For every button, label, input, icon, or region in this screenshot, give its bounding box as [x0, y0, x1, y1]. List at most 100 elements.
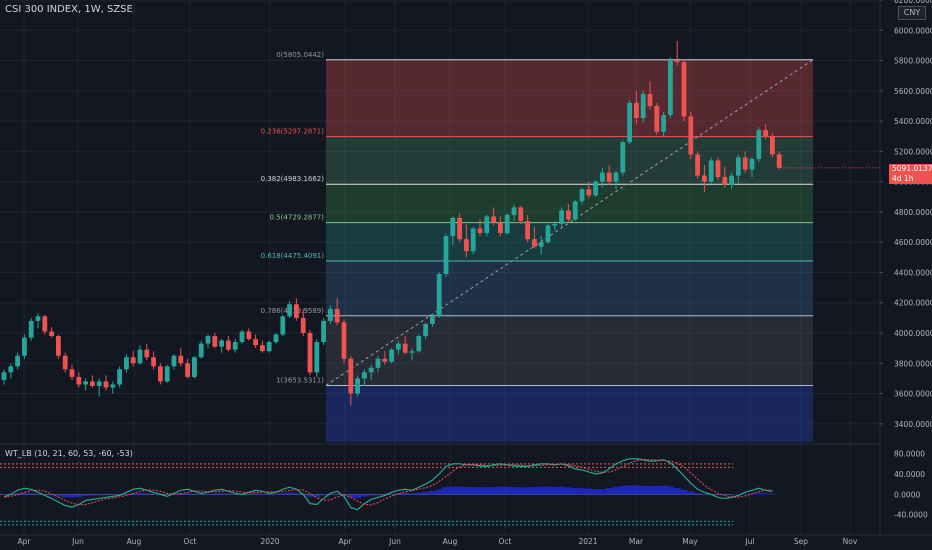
candle-body [368, 367, 374, 373]
candle-body [253, 339, 258, 346]
time-tick-label: Jun [71, 537, 84, 546]
indicator-histogram-bar [136, 492, 144, 495]
candle-body [49, 331, 54, 337]
time-tick-label: Jul [744, 537, 754, 546]
candle-body [457, 217, 462, 240]
candle-body [572, 201, 578, 220]
candle-body [266, 342, 272, 352]
indicator-histogram-bar [769, 493, 776, 495]
candle-body [532, 239, 537, 247]
indicator-histogram-bar [755, 492, 763, 495]
time-axis[interactable]: Apr Jun Aug Oct 2020 Apr Jun Aug Oct 2021 Mar May Ju… [18, 537, 858, 546]
candle-body [341, 322, 347, 359]
candle-body [668, 60, 673, 116]
candle-body [90, 381, 95, 386]
candle-body [348, 358, 354, 394]
candle-body [770, 136, 775, 155]
indicator-histogram-bar [497, 486, 504, 495]
time-tick-label: Mar [629, 537, 644, 546]
candle-body [198, 343, 204, 358]
fib-level-label: 0.382(4983.1662) [261, 175, 325, 183]
fib-zone [326, 315, 813, 386]
grid-lines [0, 0, 880, 534]
indicator-histogram-bar [646, 486, 654, 495]
price-tag: 5091.0137 4d 1h [889, 164, 932, 184]
indicator-histogram-bar [204, 493, 212, 495]
indicator-histogram-bar [694, 493, 701, 495]
indicator-histogram-bar [184, 493, 191, 495]
candle-body [566, 210, 571, 220]
price-tick-label: 4200.0000 [894, 299, 932, 308]
candle-body [178, 355, 184, 364]
indicator-histogram-bar [367, 494, 375, 496]
fib-trend-line[interactable] [325, 59, 814, 386]
indicator-histogram-bar [701, 493, 708, 495]
time-tick-label: Sep [794, 537, 808, 546]
indicator-histogram-bar [728, 494, 735, 496]
time-tick-label: 2020 [260, 537, 279, 546]
candle-body [423, 323, 428, 337]
candle-body [321, 320, 326, 343]
indicator-histogram-bar [0, 494, 8, 495]
indicator-histogram-bar [252, 493, 259, 495]
price-tag-value: 5091.0137 [892, 164, 932, 173]
fib-level-label: 0.236(5297.2871) [261, 128, 325, 136]
indicator-histogram-bar [21, 492, 28, 495]
price-tick-label: 3800.0000 [894, 359, 932, 368]
candle-body [518, 207, 524, 221]
price-tick-label: 4400.0000 [894, 268, 932, 277]
candle-body [103, 381, 109, 388]
candle-body [375, 358, 381, 368]
candle-body [627, 102, 632, 143]
indicator-histogram-bar [578, 488, 586, 495]
candle-body [328, 308, 333, 321]
indicator-histogram-bar [612, 486, 620, 495]
candle-body [56, 336, 61, 356]
candle-body [504, 214, 510, 234]
indicator-histogram-bar [306, 494, 314, 497]
indicator-histogram-bar [524, 487, 531, 495]
time-tick-label: May [682, 537, 698, 546]
trend-line[interactable] [325, 59, 814, 386]
price-tick-label: 4000.0000 [894, 329, 932, 338]
indicator-histogram-bar [619, 485, 627, 495]
price-tick-label: 4600.0000 [894, 238, 932, 247]
candle-body [715, 160, 721, 178]
indicator-histogram-bar [95, 494, 103, 496]
candle-body [776, 154, 782, 168]
indicator-histogram-bar [639, 485, 647, 495]
candle-body [436, 273, 442, 317]
price-tick-label: 5400.0000 [894, 117, 932, 126]
indicator-histogram-bar [401, 493, 409, 495]
time-tick-label: Aug [127, 537, 142, 546]
fib-zone [326, 59, 813, 137]
indicator-histogram-bar [585, 488, 593, 495]
indicator-histogram-bar [388, 493, 395, 495]
candle-body [151, 357, 156, 367]
candle-body [382, 358, 388, 362]
indicator-histogram-bar [34, 493, 42, 495]
indicator-histogram-bar [55, 494, 62, 497]
fibonacci-retracement[interactable]: 0(5805.0442) 0.236(5297.2871) 0.382(4983.1… [261, 51, 813, 442]
candle-body [307, 333, 313, 373]
indicator-histogram-bar [449, 486, 457, 495]
symbol-title[interactable]: CSI 300 INDEX, 1W, SZSE [5, 4, 133, 15]
indicator-histogram-bar [272, 493, 280, 495]
candle-body [498, 222, 503, 234]
indicator-tick-label: 0.0000 [894, 490, 920, 499]
price-tick-label: 5800.0000 [894, 57, 932, 66]
price-tick-label: 5200.0000 [894, 147, 932, 156]
candle-body [144, 349, 150, 358]
wavetrend-indicator [0, 458, 776, 526]
price-axis[interactable]: 3400.0000 3600.0000 3800.0000 4000.0000 4200… [0, 0, 932, 536]
indicator-histogram-bar [762, 493, 769, 495]
currency-badge[interactable]: CNY [898, 6, 926, 20]
indicator-histogram-bar [211, 493, 219, 495]
time-tick-label: Apr [18, 537, 32, 546]
indicator-label[interactable]: WT_LB (10, 21, 60, 53, -60, -53) [5, 449, 133, 458]
candle-body [280, 316, 286, 335]
candle-body [538, 242, 544, 247]
indicator-histogram-bar [680, 489, 688, 495]
price-tick-label: 4800.0000 [894, 208, 932, 217]
